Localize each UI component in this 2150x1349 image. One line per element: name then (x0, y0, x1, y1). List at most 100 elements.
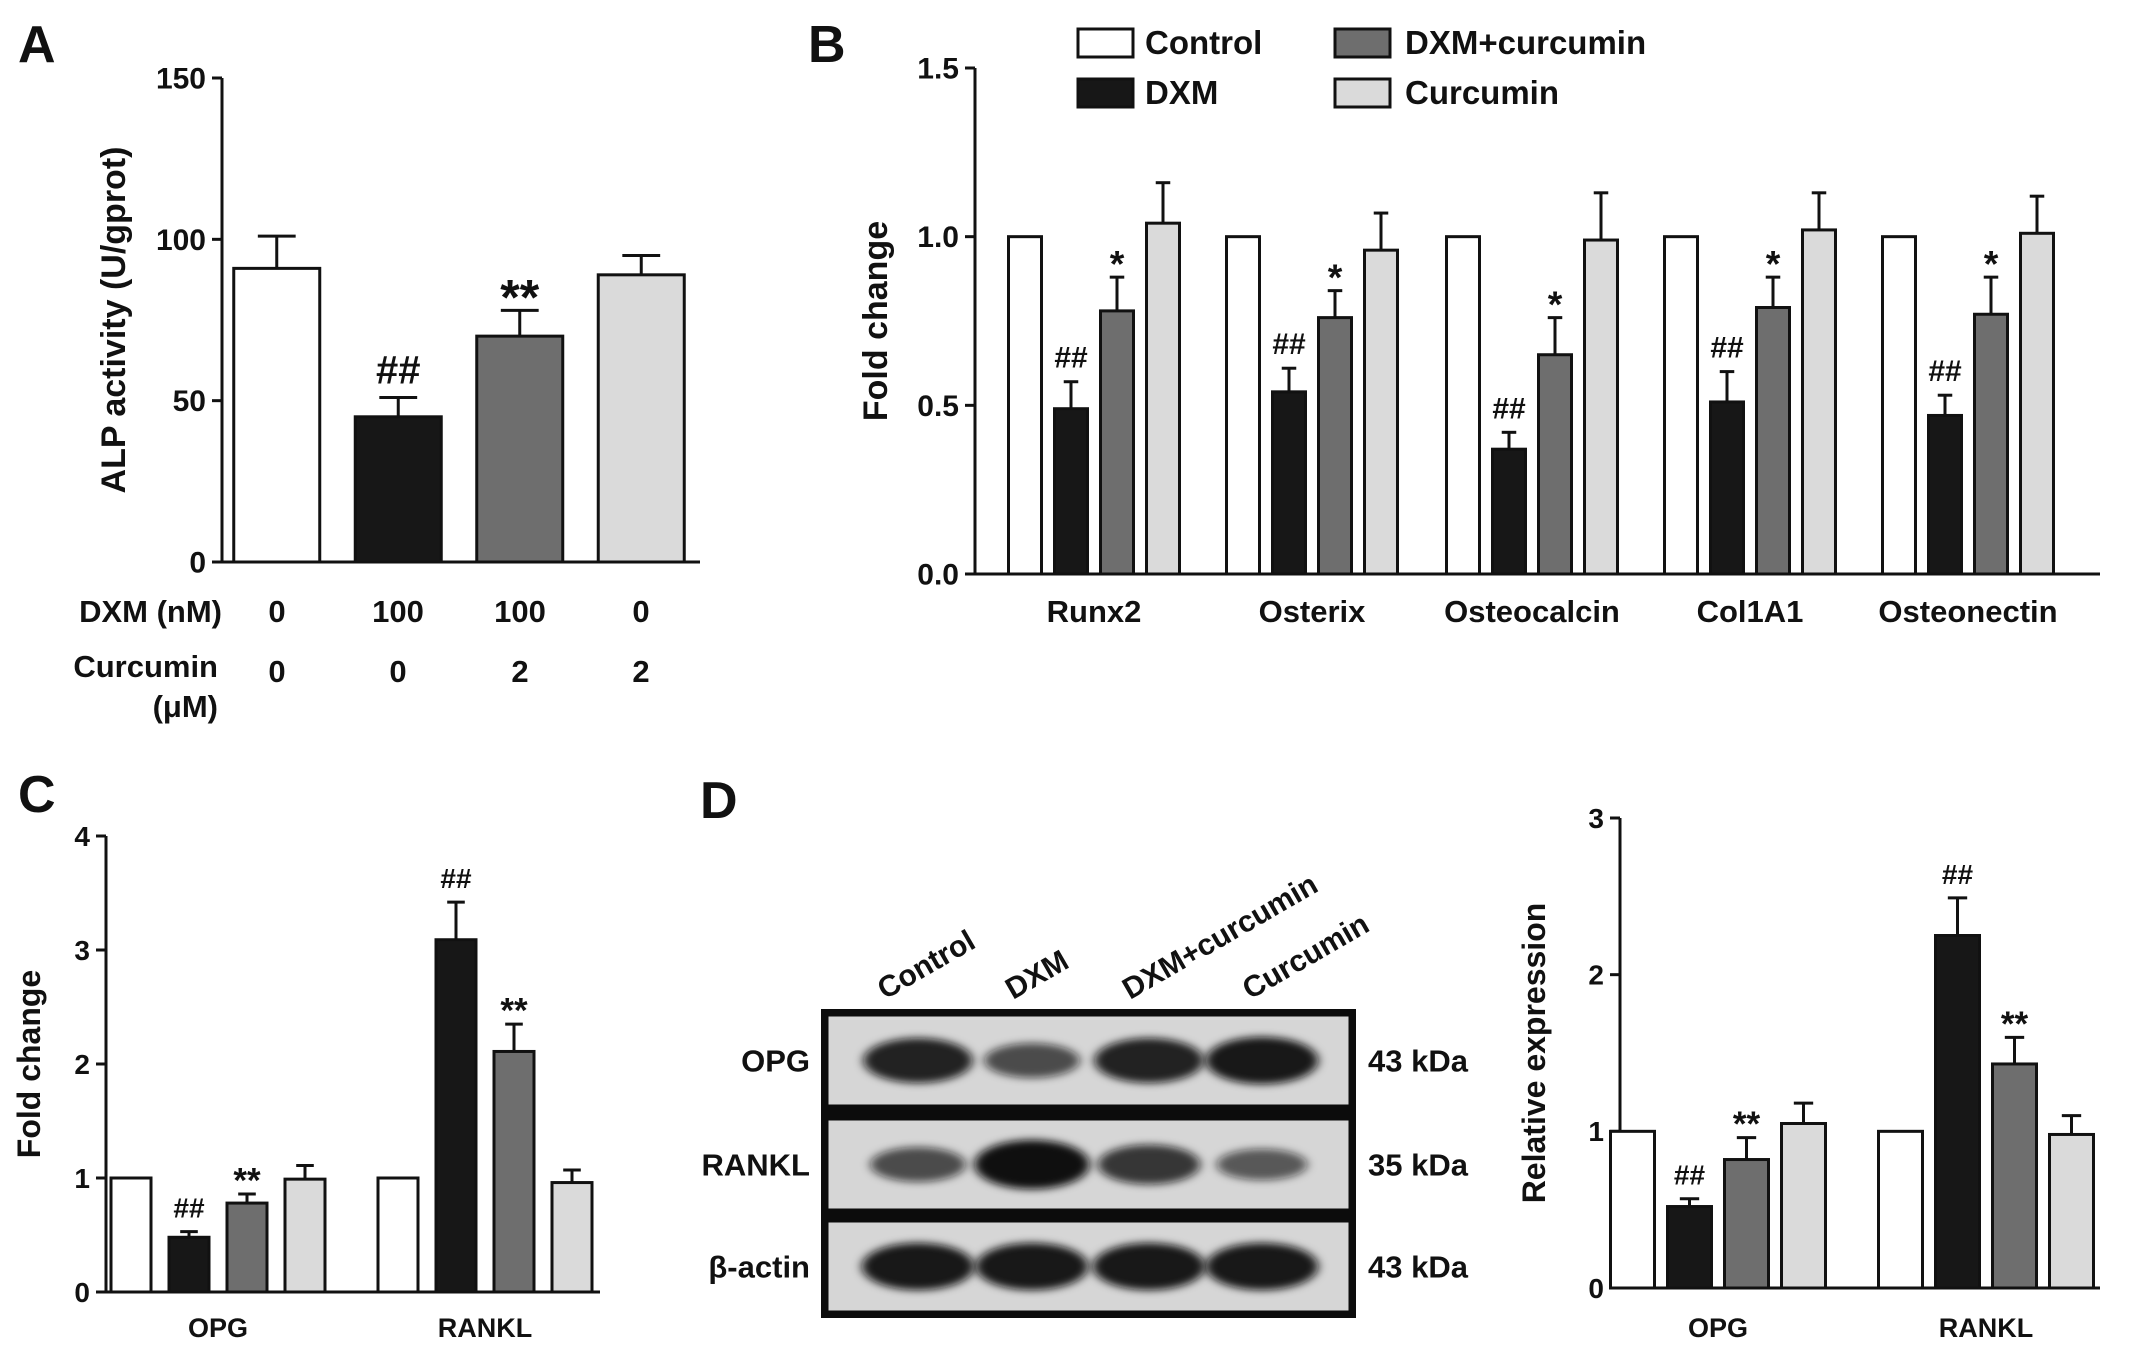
significance-mark: ## (440, 863, 472, 894)
bar-control (1007, 235, 1043, 576)
bar-curcumin (1801, 228, 1837, 576)
significance-mark: ## (1710, 332, 1744, 365)
bar-dxm (1934, 934, 1981, 1290)
bar-dxm-curcumin (492, 1049, 536, 1294)
dxm-value: 0 (268, 594, 285, 629)
y-tick-label: 2 (74, 1049, 90, 1080)
significance-mark: * (1984, 243, 1999, 285)
y-axis-label: ALP activity (U/gprot) (95, 147, 133, 494)
curcumin-value: 2 (632, 654, 649, 689)
bar-dxm-curcumin (1755, 306, 1791, 576)
y-tick-label: 1 (1588, 1116, 1604, 1147)
bar-curcumin (1780, 1122, 1827, 1290)
legend-label: DXM (1145, 74, 1218, 111)
x-category-label: Col1A1 (1697, 594, 1804, 629)
bar-dxm-curcumin (1991, 1062, 2038, 1290)
bar-dxm-curcumin (475, 334, 565, 564)
blot-band (870, 1147, 966, 1182)
bar-dxm (1491, 447, 1527, 576)
bar-dxm (1053, 407, 1089, 576)
bar-dxm (1709, 400, 1745, 576)
blot-band (1205, 1242, 1319, 1291)
significance-mark: * (1110, 243, 1125, 285)
curcumin-value: 0 (268, 654, 285, 689)
curcumin-value: 0 (389, 654, 406, 689)
y-tick-label: 0.0 (917, 559, 959, 592)
y-axis-label: Fold change (857, 221, 895, 421)
blot-molecular-weight: 43 kDa (1368, 1250, 1469, 1285)
curcumin-value: 2 (511, 654, 528, 689)
bar-curcumin (2019, 231, 2055, 576)
significance-mark: * (1548, 283, 1563, 325)
significance-mark: ** (1733, 1105, 1761, 1144)
bar-dxm (1927, 413, 1963, 576)
legend-swatch-curcumin (1333, 77, 1392, 109)
bar-curcumin (283, 1177, 327, 1294)
bar-control (1445, 235, 1481, 576)
legend-swatch-control (1076, 27, 1135, 59)
y-axis-label: Relative expression (1516, 903, 1552, 1204)
significance-mark: ## (1942, 859, 1974, 890)
significance-mark: ## (173, 1193, 205, 1224)
y-tick-label: 100 (156, 224, 206, 257)
significance-mark: ## (1054, 342, 1088, 375)
x-category-label: Osterix (1259, 594, 1367, 629)
x-category-label: OPG (188, 1313, 248, 1343)
blot-band (974, 1139, 1090, 1190)
bar-curcumin (1145, 221, 1181, 576)
lane-label-dxm: DXM (1000, 944, 1074, 1006)
bar-control (1663, 235, 1699, 576)
y-tick-label: 3 (1588, 803, 1604, 834)
legend-label: Curcumin (1405, 74, 1559, 111)
lane-label-control: Control (872, 924, 981, 1006)
dxm-value: 100 (494, 594, 546, 629)
y-tick-label: 1.5 (917, 53, 959, 86)
significance-mark: ## (376, 348, 421, 392)
significance-mark: * (1328, 256, 1343, 298)
bar-dxm-curcumin (1723, 1158, 1770, 1290)
blot-band (861, 1242, 975, 1291)
y-tick-label: 0 (189, 547, 206, 580)
significance-mark: ## (1272, 328, 1306, 361)
y-tick-label: 1 (74, 1163, 90, 1194)
bar-dxm (1271, 390, 1307, 576)
x-category-label: Osteocalcin (1444, 594, 1620, 629)
blot-band (1216, 1148, 1308, 1181)
legend-label: DXM+curcumin (1405, 24, 1646, 61)
bar-dxm-curcumin (1537, 353, 1573, 576)
x-category-label: OPG (1688, 1313, 1748, 1343)
y-tick-label: 50 (173, 385, 206, 418)
y-axis-label: Fold change (11, 970, 47, 1158)
dxm-value: 100 (372, 594, 424, 629)
blot-band (1097, 1144, 1201, 1185)
bar-dxm (353, 415, 443, 564)
legend: Control DXM DXM+curcumin Curcumin (1076, 24, 1646, 111)
western-blot: Control DXM DXM+curcumin Curcumin OPG 43 … (702, 868, 1469, 1318)
x-category-label: Osteonectin (1878, 594, 2057, 629)
blot-lane-labels: Control DXM DXM+curcumin Curcumin (872, 868, 1375, 1006)
bar-control (1877, 1129, 1924, 1290)
bar-control (1609, 1129, 1656, 1290)
y-tick-label: 0 (1588, 1273, 1604, 1304)
significance-mark: ** (2001, 1005, 2029, 1044)
x-category-label: Runx2 (1047, 594, 1142, 629)
blot-band (984, 1043, 1080, 1078)
x-category-label: RANKL (1939, 1313, 2034, 1343)
blot-band (1092, 1242, 1206, 1291)
curcumin-row-label: Curcumin (73, 649, 218, 684)
significance-mark: ## (1674, 1160, 1706, 1191)
significance-mark: ## (1492, 392, 1526, 425)
significance-mark: * (1766, 243, 1781, 285)
blot-molecular-weight: 43 kDa (1368, 1044, 1469, 1079)
y-tick-label: 4 (74, 821, 90, 852)
legend-label: Control (1145, 24, 1262, 61)
blot-row-label: RANKL (702, 1148, 811, 1183)
bar-control (376, 1176, 420, 1294)
blot-molecular-weight: 35 kDa (1368, 1148, 1469, 1183)
curcumin-unit-label: (μM) (153, 689, 218, 724)
chart-c-fold-change-opg-rankl: 0 1 2 3 4 Fold change ## ** OPG ## ** RANKL (11, 821, 600, 1343)
blot-band (863, 1038, 973, 1083)
significance-mark: ** (500, 992, 528, 1031)
blot-row-label: β-actin (708, 1250, 810, 1285)
blot-band (1094, 1038, 1204, 1083)
